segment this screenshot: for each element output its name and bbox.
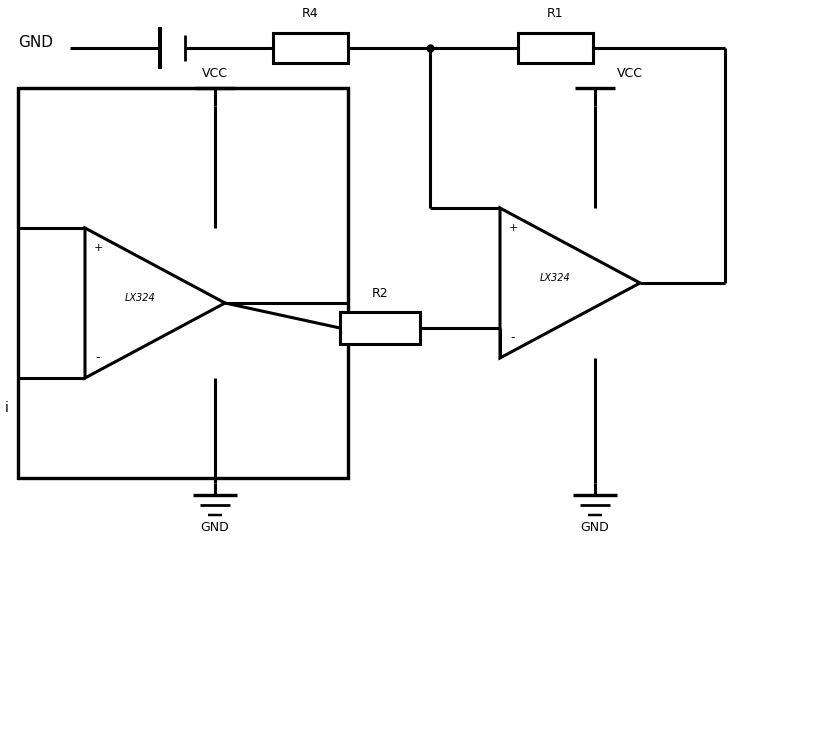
Bar: [272, 33, 347, 63]
Text: GND: GND: [580, 521, 610, 534]
Text: GND: GND: [18, 35, 53, 50]
Text: LX324: LX324: [124, 293, 155, 303]
Text: +: +: [509, 223, 518, 233]
Text: R4: R4: [301, 7, 318, 20]
Bar: [340, 312, 420, 344]
Text: R2: R2: [372, 287, 388, 300]
Bar: [18, 88, 348, 478]
Text: -: -: [511, 331, 515, 345]
Text: R1: R1: [547, 7, 564, 20]
Text: GND: GND: [200, 521, 230, 534]
Text: i: i: [5, 401, 9, 415]
Text: VCC: VCC: [617, 67, 643, 80]
Bar: [518, 33, 593, 63]
Text: +: +: [94, 243, 103, 253]
Text: LX324: LX324: [539, 273, 570, 283]
Text: VCC: VCC: [202, 67, 228, 80]
Text: -: -: [96, 351, 100, 365]
